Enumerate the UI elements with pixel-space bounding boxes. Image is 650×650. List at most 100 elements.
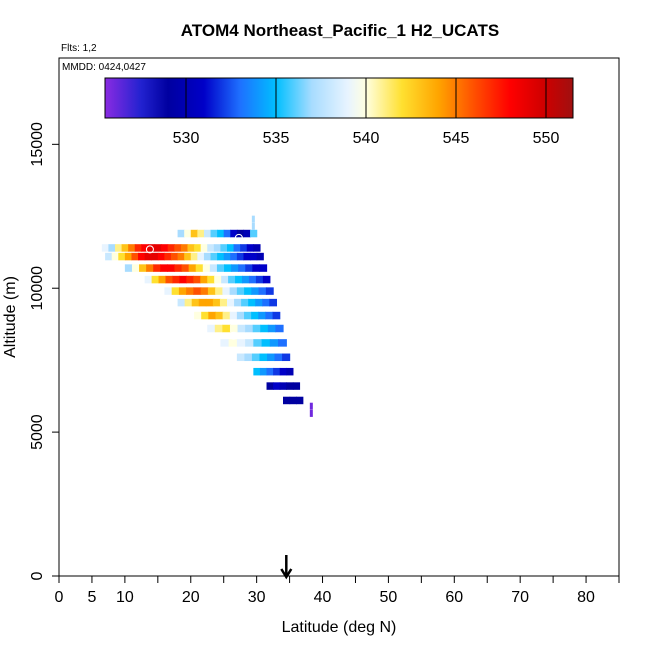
data-cell xyxy=(207,244,215,252)
data-cell xyxy=(243,229,251,238)
x-tick-label: 50 xyxy=(380,589,398,606)
data-cell xyxy=(262,275,271,284)
data-cell xyxy=(147,244,156,252)
data-cell xyxy=(153,264,161,272)
data-cell xyxy=(144,252,152,261)
colorbar-tick-label: 540 xyxy=(353,130,380,147)
data-cell xyxy=(229,287,238,295)
data-cell xyxy=(160,264,168,272)
data-cell xyxy=(227,298,235,307)
data-cell xyxy=(236,287,245,295)
data-cell xyxy=(224,264,232,272)
data-cell xyxy=(286,367,294,376)
data-cell xyxy=(236,353,246,362)
data-cell xyxy=(267,324,277,333)
data-cell xyxy=(146,264,154,272)
dates-label: MMDD: 0424,0427 xyxy=(62,62,146,73)
data-cell xyxy=(279,382,287,390)
colorbar-tick-label: 535 xyxy=(263,130,290,147)
colorbar-tick-label: 545 xyxy=(443,130,470,147)
data-cell xyxy=(172,275,181,284)
data-cell xyxy=(245,264,253,272)
data-cell xyxy=(228,275,236,284)
data-cell xyxy=(118,252,126,261)
data-cell xyxy=(191,298,200,307)
data-cell xyxy=(181,264,190,272)
y-tick-label: 10000 xyxy=(29,266,46,311)
data-cell xyxy=(208,311,217,320)
data-cell xyxy=(259,367,268,376)
data-cell xyxy=(237,324,246,333)
data-cell xyxy=(124,252,133,261)
data-cell xyxy=(262,298,270,307)
flights-label: Flts: 1,2 xyxy=(61,43,97,54)
data-cell xyxy=(178,287,187,295)
data-cell xyxy=(217,229,225,238)
data-cell xyxy=(275,324,284,333)
data-cell xyxy=(167,264,176,272)
y-tick-label: 5000 xyxy=(29,414,46,450)
data-cell xyxy=(266,382,274,390)
data-cell xyxy=(222,287,231,295)
data-cell xyxy=(265,287,274,295)
data-cell xyxy=(194,244,202,252)
data-cell xyxy=(251,222,255,230)
data-cell xyxy=(151,275,160,284)
data-cell xyxy=(215,287,223,295)
x-tick-label: 0 xyxy=(55,589,64,606)
data-cell xyxy=(213,244,222,252)
data-cell xyxy=(200,287,209,295)
data-cell xyxy=(258,311,267,320)
data-cell xyxy=(234,298,242,307)
circle-markers xyxy=(145,233,243,340)
data-cell xyxy=(144,275,153,284)
data-cell xyxy=(131,252,139,261)
x-tick-label: 10 xyxy=(116,589,134,606)
data-cell xyxy=(215,311,224,320)
data-cell xyxy=(309,402,313,410)
data-cell xyxy=(197,252,205,261)
data-cell xyxy=(240,244,248,252)
data-cell xyxy=(246,244,254,252)
data-cell xyxy=(223,229,231,238)
data-cell xyxy=(157,252,166,261)
data-cell xyxy=(251,353,261,362)
data-cell xyxy=(283,396,291,405)
data-cell xyxy=(267,353,276,362)
data-cell xyxy=(222,324,231,333)
data-cell xyxy=(138,252,146,261)
data-cell xyxy=(236,229,245,238)
data-cell xyxy=(214,324,223,333)
data-cell xyxy=(210,229,218,238)
data-cell xyxy=(177,298,186,307)
data-cell xyxy=(205,298,214,307)
data-cell xyxy=(190,229,198,238)
x-tick-label: 5 xyxy=(87,589,96,606)
data-cell xyxy=(190,252,198,261)
data-cell xyxy=(203,252,212,261)
data-cell xyxy=(274,353,283,362)
data-cell xyxy=(203,229,212,238)
data-cell xyxy=(273,382,281,390)
data-cell xyxy=(245,339,254,347)
x-tick-label: 30 xyxy=(248,589,266,606)
data-cell xyxy=(233,244,241,252)
data-cell xyxy=(252,264,261,272)
data-cell xyxy=(207,287,216,295)
data-cell xyxy=(154,244,162,252)
data-cell xyxy=(279,367,287,376)
data-cell xyxy=(174,264,183,272)
data-cell xyxy=(188,264,197,272)
data-cell xyxy=(214,275,222,284)
data-cell xyxy=(261,339,271,347)
colorbar-ticks: 530 535 540 545 550 xyxy=(173,78,559,147)
data-cell xyxy=(134,244,142,252)
x-tick-label: 70 xyxy=(511,589,529,606)
data-cell xyxy=(198,298,207,307)
data-cell xyxy=(121,244,129,252)
y-axis-label: Altitude (m) xyxy=(2,276,19,358)
data-cell xyxy=(209,264,218,272)
data-cell xyxy=(186,287,194,295)
colorbar: 530 535 540 545 550 xyxy=(104,77,574,147)
